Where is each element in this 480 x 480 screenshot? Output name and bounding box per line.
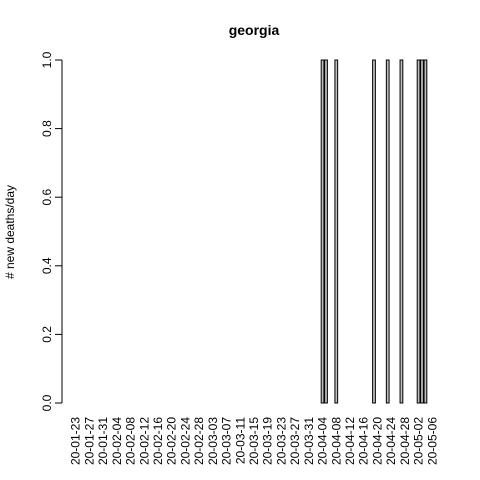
x-tick-label: 20-03-31 <box>302 417 316 465</box>
x-tick-label: 20-03-23 <box>274 417 288 465</box>
x-tick-label: 20-02-28 <box>192 417 206 465</box>
bar <box>399 59 404 404</box>
x-tick-label: 20-03-07 <box>220 417 234 465</box>
x-tick-label: 20-04-16 <box>357 417 371 465</box>
x-tick-label: 20-01-31 <box>96 417 110 465</box>
bar-group <box>320 59 428 404</box>
chart-title: georgia <box>229 22 280 38</box>
x-tick-label: 20-02-20 <box>165 417 179 465</box>
bar <box>423 59 428 404</box>
x-tick-label: 20-02-04 <box>110 417 124 465</box>
x-tick-label: 20-03-15 <box>247 417 261 465</box>
bar <box>324 59 328 404</box>
bar <box>420 59 424 404</box>
y-axis-label: # new deaths/day <box>3 185 17 279</box>
bar <box>334 59 339 404</box>
x-tick-label: 20-04-20 <box>370 417 384 465</box>
y-tick-label: 0.0 <box>40 394 54 411</box>
x-tick-label: 20-03-19 <box>261 417 275 465</box>
y-tick-label: 0.8 <box>40 120 54 137</box>
x-tick-label: 20-02-12 <box>137 417 151 465</box>
bar <box>320 59 325 404</box>
x-tick-label: 20-03-03 <box>206 417 220 465</box>
x-tick-label: 20-04-04 <box>316 417 330 465</box>
x-tick-label: 20-05-02 <box>412 417 426 465</box>
y-tick-label: 0.4 <box>40 257 54 274</box>
x-tick-label: 20-02-16 <box>151 417 165 465</box>
y-axis: 0.0 0.2 0.4 0.6 0.8 1.0 <box>40 51 63 411</box>
bar <box>385 59 390 404</box>
x-tick-label: 20-04-08 <box>329 417 343 465</box>
y-tick-label: 0.6 <box>40 189 54 206</box>
y-tick-label: 1.0 <box>40 51 54 68</box>
x-tick-label: 20-02-24 <box>178 417 192 465</box>
x-tick-label: 20-03-27 <box>288 417 302 465</box>
x-tick-label: 20-04-12 <box>343 417 357 465</box>
x-tick-label: 20-03-11 <box>233 417 247 464</box>
x-tick-label: 20-04-28 <box>398 417 412 465</box>
x-tick-label: 20-04-24 <box>384 417 398 465</box>
bar <box>372 59 376 404</box>
x-axis: 20-01-23 20-01-27 20-01-31 20-02-04 20-02-08… <box>69 417 440 465</box>
x-tick-label: 20-05-06 <box>425 417 439 465</box>
y-tick-label: 0.2 <box>40 326 54 343</box>
x-tick-label: 20-01-23 <box>69 417 83 465</box>
bar <box>416 59 421 404</box>
x-tick-label: 20-01-27 <box>82 417 96 465</box>
x-tick-label: 20-02-08 <box>124 417 138 465</box>
